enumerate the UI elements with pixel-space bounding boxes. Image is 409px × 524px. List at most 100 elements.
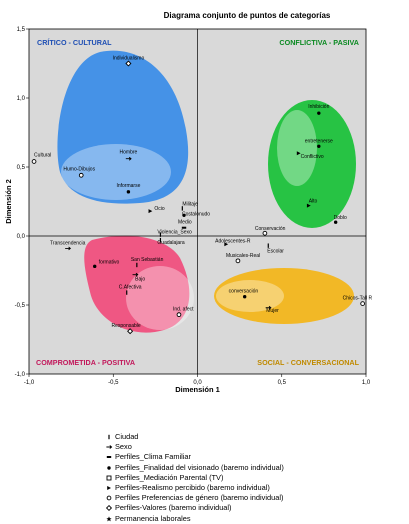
y-tick-label: 0,0 — [17, 234, 26, 240]
legend-marker — [106, 475, 112, 481]
point-label: Inhibición — [308, 104, 329, 110]
legend-marker-icon — [107, 465, 111, 470]
region-social-conversacional-label: SOCIAL - CONVERSACIONAL — [257, 358, 359, 367]
legend-item: Perfiles_Clima Familiar — [103, 452, 403, 462]
point-marker — [262, 230, 268, 236]
point-label: Conflictivo — [301, 154, 324, 160]
point-marker — [306, 203, 311, 208]
point-label: Medio — [178, 220, 192, 226]
legend-item: Sexo — [103, 442, 403, 452]
legend-symbol — [103, 503, 115, 513]
point-marker — [126, 190, 131, 194]
point-marker — [148, 209, 153, 214]
point-label: formativo — [99, 259, 120, 265]
legend-marker-icon — [106, 445, 113, 450]
legend-label: Sexo — [115, 442, 132, 452]
x-tick-label: -1,0 — [24, 380, 35, 386]
legend-symbol — [103, 452, 115, 462]
point-marker — [235, 258, 241, 264]
point-marker — [176, 312, 182, 318]
point-marker — [181, 226, 187, 229]
point-label: Ocio — [154, 206, 165, 212]
legend-marker-icon — [108, 434, 110, 440]
point-marker — [317, 144, 321, 148]
point-marker — [296, 151, 301, 156]
legend-marker — [108, 434, 110, 440]
point-label: Bajo — [135, 277, 145, 283]
legend-symbol — [103, 473, 115, 483]
x-tick-label: -0,5 — [108, 380, 119, 386]
region-comprometida-positiva — [84, 235, 190, 333]
x-tick-label: 1,0 — [362, 380, 371, 386]
legend-item: Perfiles_Mediación Parental (TV) — [103, 473, 403, 483]
point-label: Alto — [309, 199, 318, 205]
point-label: Doblo — [334, 215, 347, 221]
point-label: entretenerse — [305, 138, 333, 144]
legend-marker-icon — [106, 475, 112, 481]
x-tick-label: 0,0 — [193, 380, 202, 386]
point-label: Individualismo — [113, 56, 145, 62]
legend-marker — [106, 495, 112, 501]
legend-marker — [106, 515, 112, 521]
joint-category-plot: Diagrama conjunto de puntos de categoría… — [4, 11, 373, 394]
point-marker — [360, 301, 365, 306]
legend-marker-icon — [105, 505, 113, 512]
y-tick-label: 1,5 — [17, 27, 26, 33]
point-label: Ind. afect — [173, 307, 194, 313]
point-marker — [265, 305, 272, 310]
legend-label: Permanencia laborales — [115, 513, 191, 523]
point-label: Adolescentes-R — [215, 238, 251, 244]
point-marker — [132, 272, 139, 277]
legend-symbol — [103, 463, 115, 473]
point-label: conversación — [229, 289, 259, 295]
legend-item: Perfiles-Realismo percibido (baremo indi… — [103, 483, 403, 493]
y-tick-label: 1,0 — [17, 96, 26, 102]
region-comprometida-positiva-label: COMPROMETIDA - POSITIVA — [36, 358, 135, 367]
legend-label: Perfiles_Clima Familiar — [115, 452, 191, 462]
legend-item: Ciudad — [103, 432, 403, 442]
point-marker — [224, 242, 229, 247]
point-label: Musicales-Real — [226, 253, 260, 259]
point-marker — [125, 60, 132, 67]
legend-item: Perfiles Preferencias de género (baremo … — [103, 493, 403, 503]
legend-marker — [107, 465, 111, 470]
region-social-conversacional — [214, 268, 354, 324]
region-conflictiva-pasiva-core — [277, 110, 317, 186]
region-critico-cultural-core — [61, 144, 171, 200]
point-label: Militaje — [182, 201, 198, 207]
region-critico-cultural-label: CRÍTICO - CULTURAL — [37, 38, 112, 47]
legend-marker-icon — [106, 495, 112, 501]
legend-marker — [106, 445, 113, 450]
legend-symbol — [103, 483, 115, 493]
x-axis-title: Dimensión 1 — [175, 385, 220, 394]
point-marker — [182, 213, 186, 217]
legend-label: Perfiles_Finalidad del visionado (baremo… — [115, 462, 284, 472]
point-label: Conservación — [255, 226, 286, 232]
legend-marker — [106, 456, 112, 459]
point-label: Transcendencia — [50, 240, 86, 246]
legend-marker-icon — [106, 515, 112, 521]
point-label: C.Afectiva — [119, 285, 142, 291]
point-marker — [267, 243, 269, 248]
legend-symbol — [103, 514, 115, 524]
legend-label: Perfiles-Valores (baremo individual) — [115, 503, 232, 513]
point-label: Humo-Dibujos — [63, 166, 95, 172]
chart-area: Diagrama conjunto de puntos de categoría… — [4, 11, 373, 394]
point-marker — [126, 290, 128, 295]
point-label: Chicos-Tall R — [343, 296, 373, 302]
chart-legend: Ciudad Sexo Perfiles_Clima Familiar Perfile… — [103, 432, 403, 524]
region-conflictiva-pasiva-label: CONFLICTIVA - PASIVA — [279, 38, 359, 47]
point-marker — [181, 206, 183, 211]
legend-label: Perfiles Preferencias de género (baremo … — [115, 493, 284, 503]
point-label: Cultural — [34, 152, 51, 158]
legend-item: Permanencia laborales — [103, 514, 403, 524]
legend-symbol — [103, 442, 115, 452]
point-label: Costalonudo — [182, 211, 210, 217]
legend-label: Perfiles-Realismo percibido (baremo indi… — [115, 482, 270, 492]
legend-marker — [107, 486, 111, 491]
point-marker — [333, 220, 338, 224]
y-tick-label: -0,5 — [15, 303, 26, 309]
region-conflictiva-pasiva — [268, 100, 356, 228]
point-marker — [78, 172, 84, 178]
point-marker — [65, 246, 72, 251]
